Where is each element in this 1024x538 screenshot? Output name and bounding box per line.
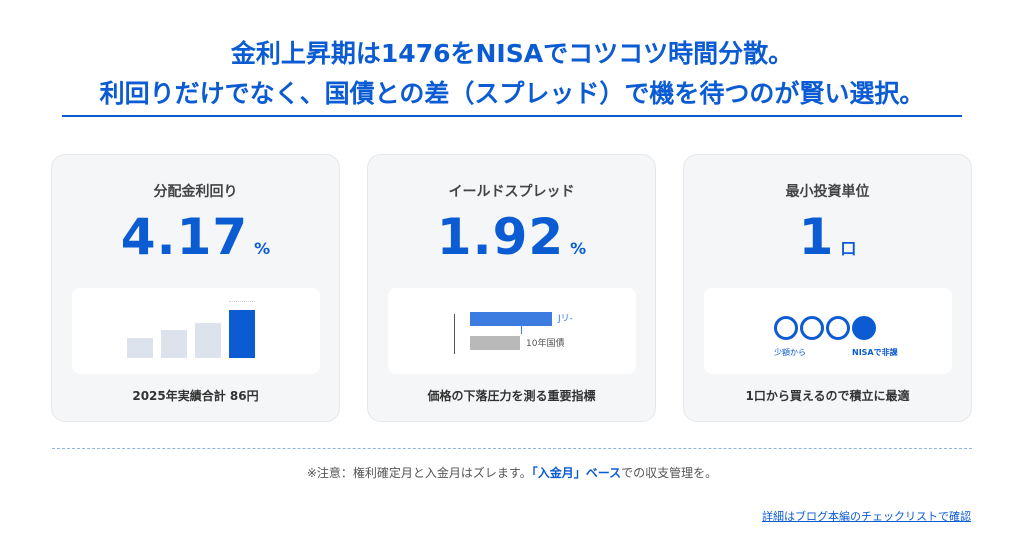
card-label: イールドスプレッド xyxy=(448,184,575,200)
note-highlight: 「入金月」ベース xyxy=(531,466,622,480)
bar-cap xyxy=(229,301,255,303)
metric-unit: % xyxy=(254,239,271,258)
note-prefix: ※注意：権利確定月と入金月はズレます。 xyxy=(306,466,532,480)
title-divider xyxy=(62,115,962,117)
small-amount-label: 少額から xyxy=(774,348,806,357)
note-suffix: での収支管理を。 xyxy=(621,466,718,480)
spread-tick xyxy=(521,326,522,334)
jreit-bar xyxy=(470,312,552,326)
note: ※注意：権利確定月と入金月はズレます。「入金月」ベースでの収支管理を。 xyxy=(0,464,1024,481)
jreit-label: Jリ- xyxy=(558,314,573,324)
circle-icon xyxy=(774,316,798,340)
card-label: 最小投資単位 xyxy=(785,184,870,200)
nisa-tax-free-label: NISAで非課 xyxy=(852,348,898,357)
card-label: 分配金利回り xyxy=(153,184,238,200)
metric-number: 4.17 xyxy=(120,208,249,266)
headline-line-2: 利回りだけでなく、国債との差（スプレッド）で機を待つのが賢い選択。 xyxy=(99,79,925,108)
metric-number: 1 xyxy=(798,208,835,266)
metric-unit: 口 xyxy=(840,239,857,258)
metric-number: 1.92 xyxy=(436,208,565,266)
card-caption: 価格の下落圧力を測る重要指標 xyxy=(427,389,596,403)
bar-2 xyxy=(161,330,187,358)
circle-icon xyxy=(800,316,824,340)
metric-unit: % xyxy=(570,239,587,258)
card-yield-spread: イールドスプレッド 1.92% Jリ- 10年国債 価格の下落圧力を測る重要指標 xyxy=(367,154,656,422)
dashed-divider xyxy=(52,448,972,449)
card-dividend-yield: 分配金利回り 4.17% 2025年実績合計 86円 xyxy=(51,154,340,422)
bar-1 xyxy=(127,338,153,358)
baseline-axis xyxy=(454,314,455,354)
card-caption: 2025年実績合計 86円 xyxy=(132,389,259,403)
metric-value: 4.17% xyxy=(52,207,339,279)
circles-illustration: 少額から NISAで非課 xyxy=(704,288,952,374)
jgb-label: 10年国債 xyxy=(526,339,565,349)
headline: 金利上昇期は1476をNISAでコツコツ時間分散。 利回りだけでなく、国債との差… xyxy=(0,34,1024,114)
card-caption: 1口から買えるので積立に最適 xyxy=(745,389,910,403)
details-link[interactable]: 詳細はブログ本編のチェックリストで確認 xyxy=(762,510,971,523)
jgb-bar xyxy=(470,336,520,350)
bar-4-highlight xyxy=(229,310,255,358)
bar-3 xyxy=(195,323,221,358)
metric-value: 1.92% xyxy=(368,207,655,279)
circle-icon xyxy=(826,316,850,340)
headline-line-1: 金利上昇期は1476をNISAでコツコツ時間分散。 xyxy=(230,39,794,68)
bar-illustration xyxy=(72,288,320,374)
filled-circle-icon xyxy=(852,316,876,340)
spread-illustration: Jリ- 10年国債 xyxy=(388,288,636,374)
